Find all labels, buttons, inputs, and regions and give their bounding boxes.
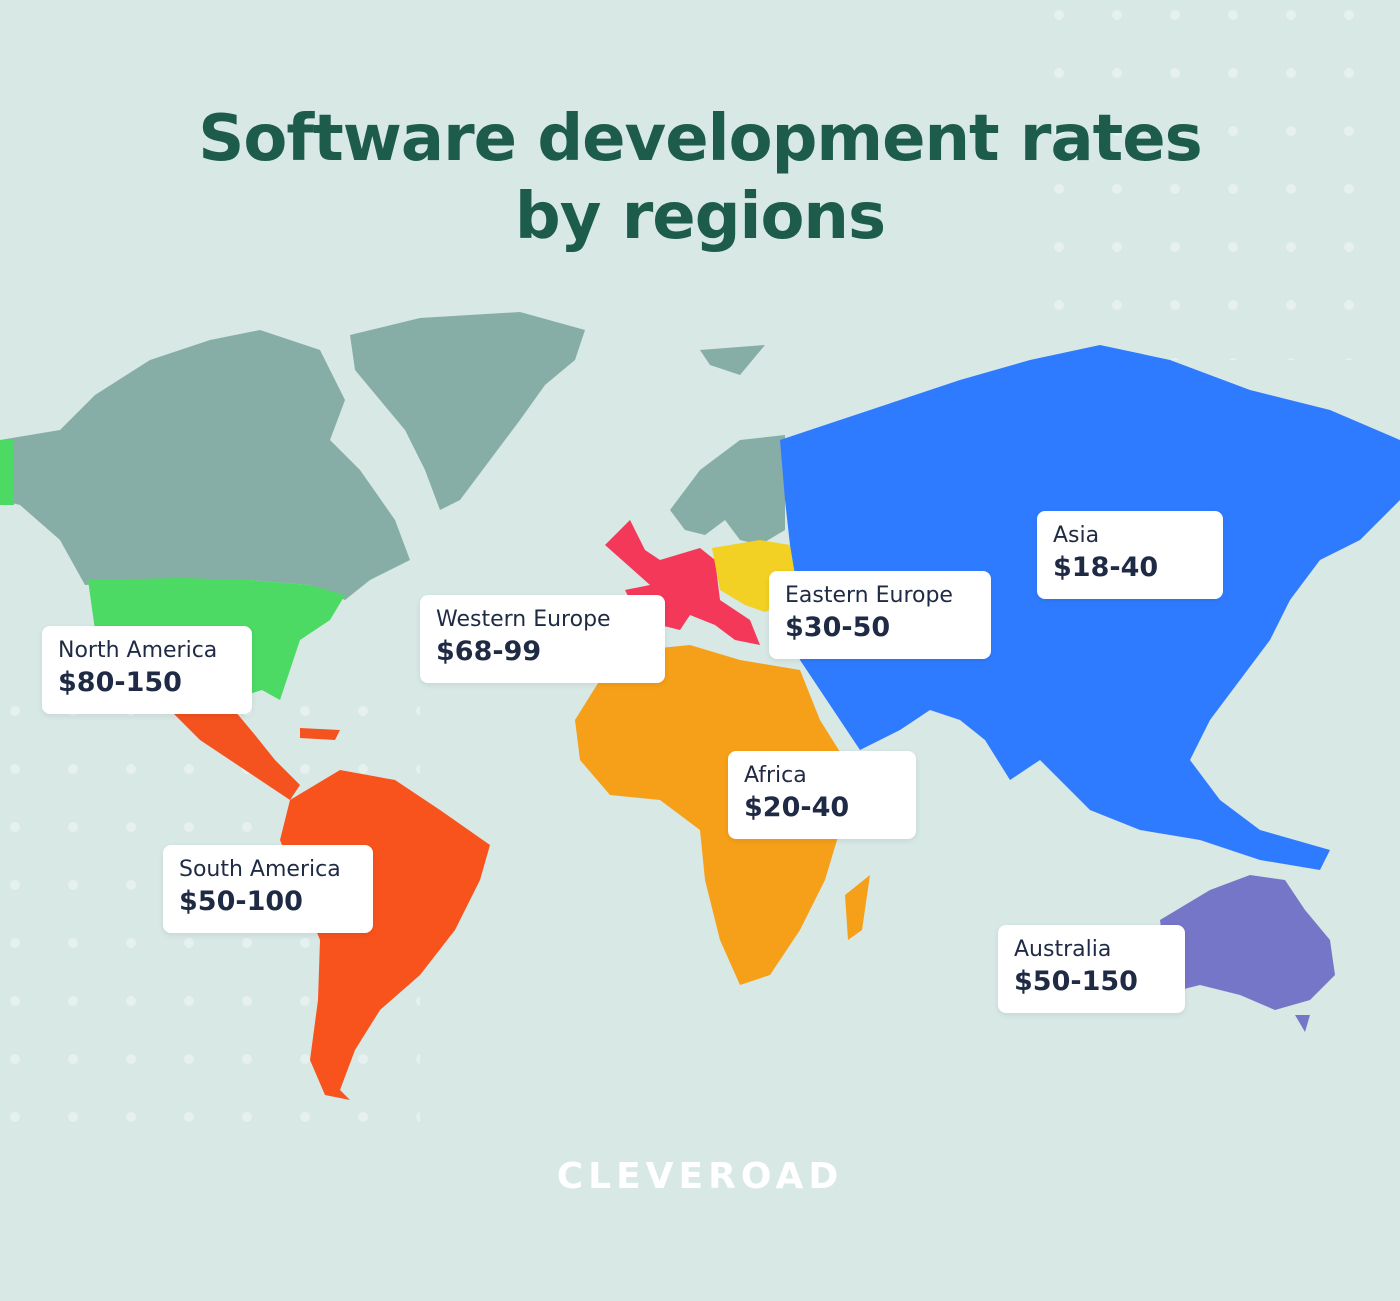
region-rate: $50-150: [1014, 966, 1138, 997]
central-america: [165, 705, 340, 800]
region-name: North America: [58, 638, 218, 663]
brand-logo: CLEVEROAD: [556, 1156, 844, 1197]
region-card: Western Europe $68-99: [420, 595, 665, 683]
region-rate: $68-99: [436, 636, 542, 667]
asia: [780, 345, 1400, 870]
region-rate: $20-40: [744, 792, 850, 823]
title: Software development rates by regions: [198, 102, 1203, 254]
region-rate: $80-150: [58, 667, 182, 698]
region-card: Eastern Europe $30-50: [769, 571, 991, 659]
dot-pattern: [1010, 0, 1400, 360]
region-rate: $18-40: [1053, 552, 1159, 583]
region-card: Asia $18-40: [1037, 511, 1223, 599]
region-name: Asia: [1053, 523, 1100, 548]
canada: [0, 330, 410, 600]
scandinavia: [670, 435, 785, 545]
greenland: [350, 312, 585, 510]
region-name: South America: [179, 857, 341, 882]
region-name: Australia: [1014, 937, 1112, 962]
region-card: North America $80-150: [42, 626, 252, 714]
region-card: South America $50-100: [163, 845, 373, 933]
africa: [575, 645, 870, 985]
australia: [1160, 875, 1335, 1032]
region-name: Western Europe: [436, 607, 611, 632]
region-rate: $30-50: [785, 612, 891, 643]
region-card: Australia $50-150: [998, 925, 1185, 1013]
svalbard: [700, 345, 765, 375]
region-name: Eastern Europe: [785, 583, 953, 608]
region-name: Africa: [744, 763, 807, 788]
region-rate: $50-100: [179, 886, 303, 917]
usa: [0, 440, 345, 705]
region-card: Africa $20-40: [728, 751, 916, 839]
